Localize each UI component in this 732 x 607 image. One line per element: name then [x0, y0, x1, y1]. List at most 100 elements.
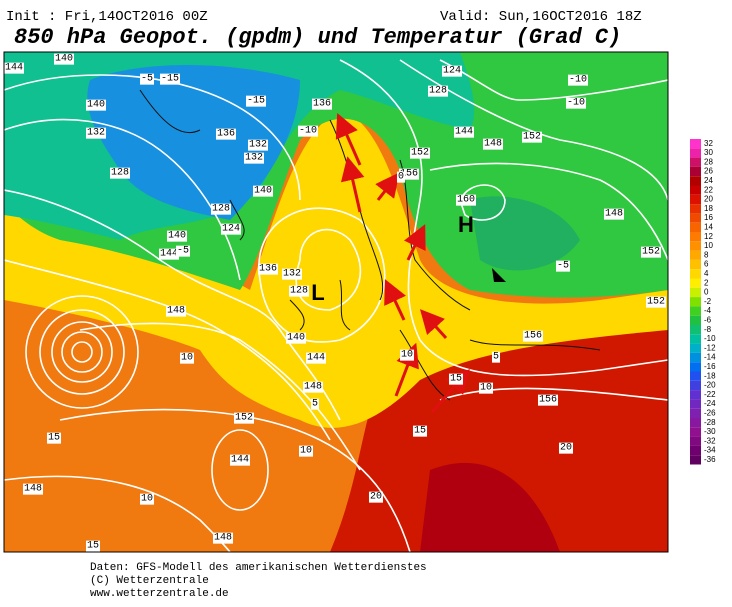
contour-label: 132	[249, 140, 267, 151]
contour-label-bg	[412, 425, 428, 437]
contour-label-bg	[257, 263, 279, 275]
contour-label-bg	[640, 246, 662, 258]
contour-label: 128	[111, 168, 129, 179]
contour-label: 148	[24, 484, 42, 495]
scale-label: 28	[704, 157, 713, 166]
map-frame	[3, 51, 669, 553]
contour-label-bg	[427, 85, 449, 97]
scale-label: 8	[704, 250, 709, 259]
contour-label-bg	[139, 73, 155, 85]
contour-label-bg	[297, 125, 319, 137]
scale-label: 0	[704, 288, 709, 297]
contour-label-bg	[398, 168, 420, 180]
contour-label: 152	[647, 297, 665, 308]
scale-label: -28	[704, 418, 716, 427]
scale-label: -26	[704, 408, 716, 417]
contour-label-bg	[166, 230, 188, 242]
contour-label-bg	[53, 53, 75, 65]
scale-swatch	[690, 157, 701, 167]
scale-label: -2	[704, 297, 712, 306]
title: 850 hPa Geopot. (gpdm) und Temperatur (G…	[14, 25, 621, 50]
scale-swatch	[690, 306, 701, 316]
contour-label-bg	[215, 128, 237, 140]
scale-swatch	[690, 445, 701, 456]
scale-label: 14	[704, 222, 713, 231]
contour-label: 136	[313, 99, 331, 110]
contour-label-bg	[368, 491, 384, 503]
contour-label: 128	[429, 86, 447, 97]
contour-label-bg	[229, 454, 251, 466]
scale-label: -34	[704, 446, 716, 455]
scale-label: -4	[704, 306, 712, 315]
contour-label: 132	[283, 269, 301, 280]
contour-label: -10	[567, 98, 585, 109]
scale-swatch	[690, 166, 701, 177]
scale-swatch	[690, 204, 701, 214]
contour-label: 148	[484, 139, 502, 150]
contour-label-bg	[298, 445, 314, 457]
scale-swatch	[690, 334, 701, 344]
contour-label: 0	[398, 172, 404, 183]
scale-label: 30	[704, 148, 713, 157]
scale-swatch	[690, 185, 701, 195]
contour-label: 10	[181, 353, 193, 364]
contour-label: 144	[307, 353, 325, 364]
contour-label-bg	[85, 127, 107, 139]
contour-label-bg	[522, 330, 544, 342]
flow-arrow-black	[492, 268, 506, 282]
scale-swatch	[690, 362, 701, 372]
contour-label: 148	[605, 209, 623, 220]
contour-label-bg	[455, 194, 477, 206]
contour-label: 160	[457, 195, 475, 206]
contour-label: 20	[560, 443, 572, 454]
scale-label: -32	[704, 436, 716, 445]
scale-label: 32	[704, 139, 713, 148]
contour-label-bg	[482, 138, 504, 150]
scale-swatch	[690, 194, 701, 205]
scale-swatch	[690, 352, 701, 363]
contour-label: 5	[493, 352, 499, 363]
contour-label-bg	[159, 73, 181, 85]
footer-line: (C) Wetterzentrale	[90, 575, 209, 587]
scale-swatch	[690, 325, 701, 335]
contour-label-bg	[305, 352, 327, 364]
contour-label: 124	[222, 224, 240, 235]
scale-swatch	[690, 455, 701, 465]
contour-label: -5	[141, 74, 153, 85]
scale-label: 16	[704, 213, 713, 222]
contour-label: 15	[48, 433, 60, 444]
contour-label: 10	[141, 494, 153, 505]
scale-swatch	[690, 148, 701, 158]
contour-label: 15	[414, 426, 426, 437]
map: 1441401401321281361321361321401241281361…	[4, 52, 668, 552]
scale-label: -12	[704, 343, 716, 352]
contour-label-bg	[252, 185, 274, 197]
contour-label-bg	[22, 483, 44, 495]
contour-label-bg	[399, 349, 415, 361]
scale-swatch	[690, 232, 701, 242]
scale-swatch	[690, 213, 701, 223]
contour-label-bg	[285, 332, 307, 344]
contour-label: 152	[523, 132, 541, 143]
contour-label-bg	[175, 245, 191, 257]
scale-swatch	[690, 287, 701, 298]
contour-label-bg	[521, 131, 543, 143]
contour-label-bg	[233, 412, 255, 424]
contour-label: -15	[247, 96, 265, 107]
contour-label-bg	[281, 268, 303, 280]
contour-label-bg	[220, 223, 242, 235]
scale-label: -10	[704, 334, 716, 343]
scale-label: 4	[704, 269, 709, 278]
contour-label-bg	[288, 285, 310, 297]
contour-label: 15	[450, 374, 462, 385]
contour-label-bg	[555, 260, 571, 272]
scale-swatch	[690, 399, 701, 409]
scale-swatch	[690, 371, 701, 381]
contour-label-bg	[567, 74, 589, 86]
contour-label-bg	[46, 432, 62, 444]
contour-label: -10	[569, 75, 587, 86]
contour-label: 136	[259, 264, 277, 275]
contour-label-bg	[212, 532, 234, 544]
contour-label-bg	[311, 98, 333, 110]
contour-label: -5	[557, 261, 569, 272]
